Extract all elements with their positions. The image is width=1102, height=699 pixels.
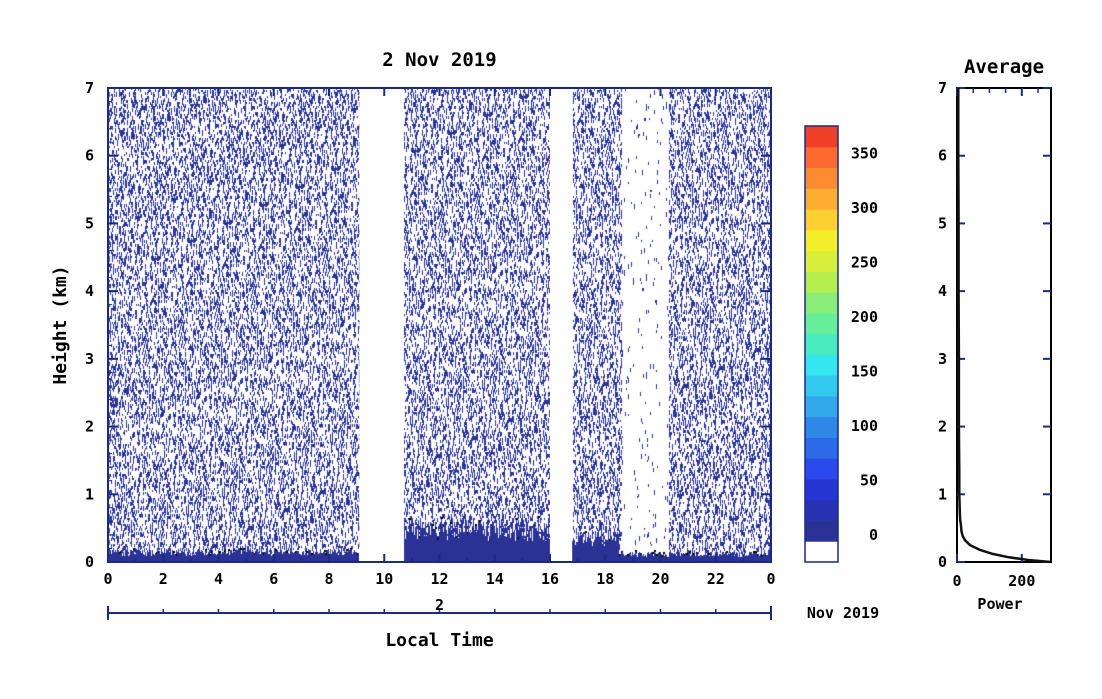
main-y-axis-ticks: 0 1 2 3 4 5 6 7: [85, 79, 771, 571]
average-y-tick-label: 1: [938, 485, 947, 503]
average-y-tick-label: 7: [938, 79, 947, 97]
colorbar-tick-label: 350: [851, 144, 878, 162]
colorbar-segment: [805, 188, 838, 210]
colorbar-segment: [805, 312, 838, 335]
main-x-tick-label: 2: [159, 570, 168, 588]
colorbar: 0 50 100 150 200 250 300 350: [804, 125, 878, 563]
main-x-tick-label: 6: [269, 570, 278, 588]
main-x-tick-label: 8: [324, 570, 333, 588]
average-axis-ticks: 0 1 2 3 4 5 6 7 0 200: [938, 79, 1051, 590]
main-x-axis-label: Local Time: [385, 630, 494, 651]
main-x-tick-label: 12: [430, 570, 448, 588]
main-y-tick-label: 3: [85, 350, 94, 368]
average-y-tick-label: 4: [938, 282, 947, 300]
main-x-tick-label: 4: [214, 570, 223, 588]
main-x-tick-label: 16: [541, 570, 559, 588]
main-y-tick-label: 1: [85, 485, 94, 503]
colorbar-segment: [805, 499, 838, 521]
colorbar-tick-label: 200: [851, 308, 878, 326]
main-y-tick-label: 4: [85, 282, 94, 300]
average-profile-line: [957, 88, 1052, 564]
colorbar-tick-label: 0: [869, 526, 878, 544]
heatmap-noise-pixels: [108, 88, 771, 562]
main-x-tick-label: 18: [596, 570, 614, 588]
average-plot-frame: [956, 87, 1052, 563]
main-x-tick-label: 14: [486, 570, 504, 588]
colorbar-segment: [805, 167, 838, 189]
colorbar-segment: [805, 250, 838, 272]
data-gap-1: [550, 88, 573, 562]
colorbar-segment: [805, 541, 838, 563]
main-y-tick-label: 2: [85, 418, 94, 436]
colorbar-frame: [804, 125, 839, 563]
average-y-tick-label: 3: [938, 350, 947, 368]
main-x-tick-label: 0: [103, 570, 112, 588]
colorbar-segment: [805, 458, 838, 480]
data-gap-0: [359, 88, 404, 562]
colorbar-segment: [805, 416, 838, 438]
average-frame-rect: [956, 87, 1052, 563]
colorbar-segment: [805, 354, 838, 376]
average-y-tick-label: 6: [938, 147, 947, 165]
colorbar-segment: [805, 209, 838, 231]
average-x-tick-label: 200: [1008, 572, 1035, 590]
colorbar-segment: [805, 437, 838, 459]
colorbar-tick-label: 100: [851, 417, 878, 435]
colorbar-segment: [805, 126, 838, 148]
average-profile-chart: Average 0 1 2 3 4 5 6 7 0 200 Power: [938, 56, 1052, 613]
colorbar-segment: [805, 478, 838, 501]
main-x-tick-label: 22: [707, 570, 725, 588]
main-chart-title: 2 Nov 2019: [382, 49, 496, 71]
main-y-tick-label: 7: [85, 79, 94, 97]
date-axis-month-label: Nov 2019: [807, 604, 879, 622]
average-chart-title: Average: [964, 56, 1044, 78]
colorbar-segment: [805, 271, 838, 293]
heatmap-pixel-image: [108, 88, 771, 562]
average-y-tick-label: 0: [938, 553, 947, 571]
average-x-tick-label: 0: [952, 572, 961, 590]
date-axis-day-label: 2: [435, 596, 444, 614]
average-y-tick-label: 5: [938, 214, 947, 232]
main-y-tick-label: 0: [85, 553, 94, 571]
colorbar-segment: [805, 333, 838, 355]
main-y-tick-label: 5: [85, 214, 94, 232]
colorbar-tick-label: 300: [851, 199, 878, 217]
colorbar-segment: [805, 146, 838, 169]
date-axis: 2 Nov 2019: [107, 596, 879, 622]
main-x-tick-label: 10: [375, 570, 393, 588]
colorbar-segment: [805, 375, 838, 397]
heatmap-data-gaps: [359, 88, 573, 562]
colorbar-segment: [805, 229, 838, 252]
colorbar-segment: [805, 292, 838, 314]
colorbar-tick-label: 150: [851, 362, 878, 380]
main-y-tick-label: 6: [85, 147, 94, 165]
main-heatmap: 2 Nov 2019 0 2 4 6 8 10 12 14 16 18 20 22 0 01234567…: [50, 49, 879, 651]
average-y-tick-label: 2: [938, 418, 947, 436]
colorbar-tick-label: 50: [860, 471, 878, 489]
main-x-tick-label: 0: [766, 570, 775, 588]
colorbar-tick-label: 250: [851, 253, 878, 271]
main-y-axis-label: Height (km): [50, 265, 71, 384]
main-x-tick-label: 20: [651, 570, 669, 588]
colorbar-segment: [805, 520, 838, 542]
colorbar-segment: [805, 395, 838, 418]
main-x-axis-ticks: 0 2 4 6 8 10 12 14 16 18 20 22 0: [103, 88, 776, 588]
average-x-axis-label: Power: [977, 595, 1022, 613]
